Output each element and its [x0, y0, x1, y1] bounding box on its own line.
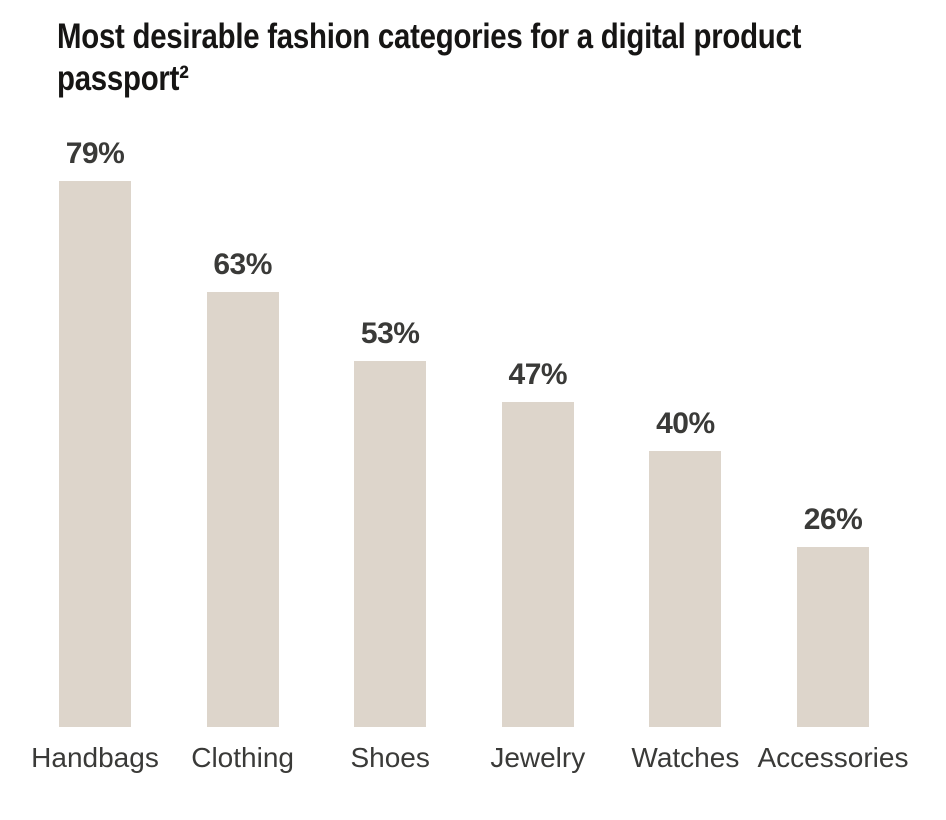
- bar-category-label: Handbags: [31, 742, 159, 773]
- bar-plot: 79% Handbags 63% Clothing 53% Shoes 47% Jewelry…: [31, 137, 909, 773]
- bar-category-label: Watches: [631, 742, 740, 773]
- bar-column: 53% Shoes: [350, 140, 429, 773]
- bar-column: 47% Jewelry: [490, 140, 585, 773]
- bar: [354, 361, 427, 727]
- bar-value-label: 79%: [65, 137, 125, 170]
- bar-column: 40% Watches: [631, 140, 739, 773]
- bar: [649, 451, 722, 727]
- bar-value-label: 53%: [360, 317, 420, 350]
- bar-category-label: Shoes: [350, 742, 430, 773]
- bar-column: 79% Handbags: [31, 137, 159, 773]
- bar-category-label: Clothing: [191, 742, 294, 773]
- bar-column: 63% Clothing: [191, 140, 294, 773]
- bar-column: 26% Accessories: [758, 140, 909, 773]
- bar: [501, 402, 574, 727]
- bar: [796, 547, 869, 727]
- bar-category-label: Accessories: [757, 742, 909, 773]
- chart-title: Most desirable fashion categories for a …: [57, 17, 802, 98]
- bar: [206, 292, 279, 727]
- bar-category-label: Jewelry: [490, 742, 586, 773]
- bar: [59, 181, 131, 727]
- bar-value-label: 47%: [508, 358, 568, 391]
- bar-value-label: 63%: [213, 248, 272, 281]
- bar-value-label: 40%: [656, 407, 715, 440]
- bar-value-label: 26%: [803, 503, 863, 536]
